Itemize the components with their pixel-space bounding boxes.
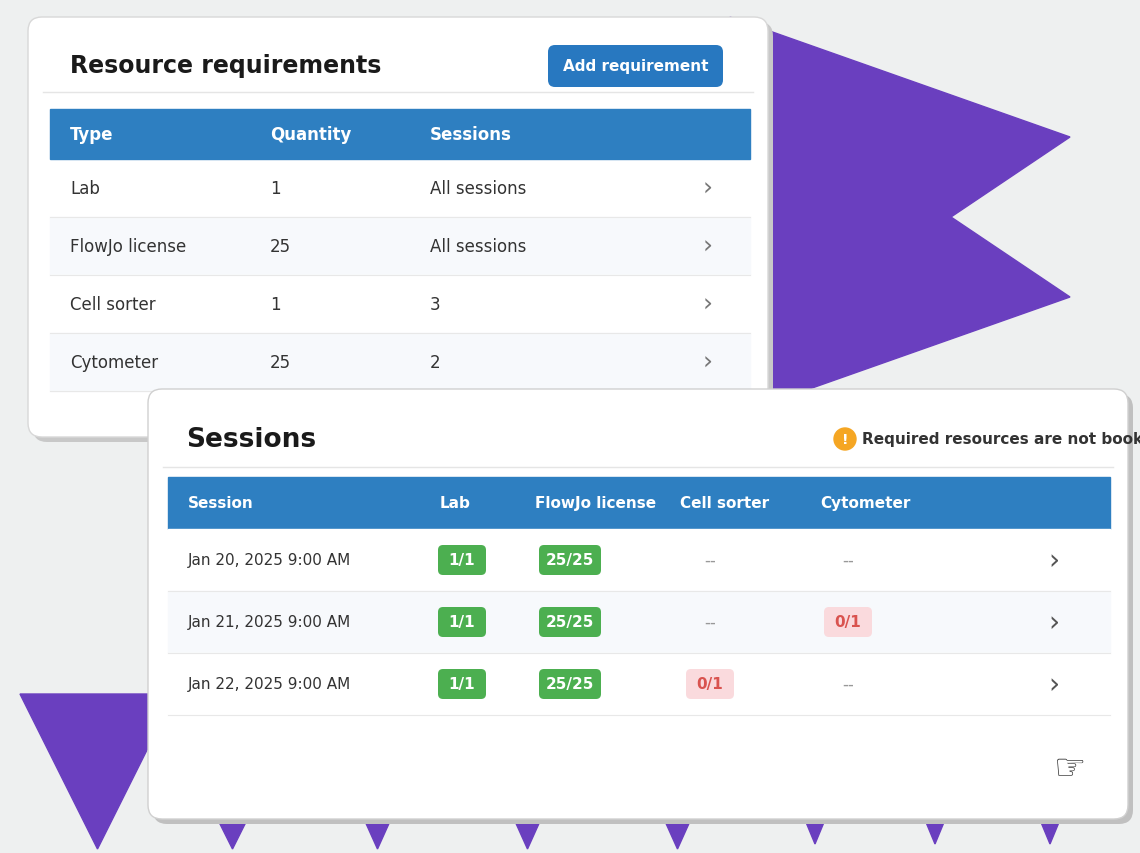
- Text: ›: ›: [703, 235, 712, 258]
- Text: 1/1: 1/1: [449, 553, 475, 568]
- Bar: [168, 591, 1110, 653]
- Text: FlowJo license: FlowJo license: [70, 238, 186, 256]
- Text: Lab: Lab: [440, 496, 471, 511]
- FancyBboxPatch shape: [33, 23, 773, 443]
- Text: Cytometer: Cytometer: [70, 354, 158, 372]
- Text: 25/25: 25/25: [546, 553, 594, 568]
- Bar: [50, 218, 750, 276]
- Text: Session: Session: [188, 496, 254, 511]
- Text: --: --: [842, 676, 854, 693]
- FancyBboxPatch shape: [438, 670, 486, 699]
- Text: !: !: [841, 432, 848, 446]
- FancyBboxPatch shape: [686, 670, 734, 699]
- Text: All sessions: All sessions: [430, 238, 527, 256]
- Polygon shape: [990, 699, 1110, 844]
- Bar: [50, 160, 750, 218]
- Text: Type: Type: [70, 126, 114, 144]
- Text: Lab: Lab: [70, 180, 100, 198]
- Text: 3: 3: [430, 296, 441, 314]
- Polygon shape: [610, 699, 746, 849]
- Polygon shape: [21, 694, 176, 849]
- Bar: [50, 110, 750, 160]
- FancyBboxPatch shape: [539, 545, 601, 575]
- Text: ›: ›: [1049, 547, 1059, 574]
- Bar: [168, 478, 1110, 530]
- Text: --: --: [842, 551, 854, 569]
- Text: Quantity: Quantity: [270, 126, 351, 144]
- Text: 25/25: 25/25: [546, 615, 594, 630]
- Text: Sessions: Sessions: [186, 426, 316, 452]
- FancyBboxPatch shape: [28, 18, 768, 438]
- Bar: [168, 653, 1110, 715]
- Text: --: --: [705, 551, 716, 569]
- Text: --: --: [705, 613, 716, 631]
- FancyBboxPatch shape: [153, 395, 1133, 824]
- Text: Jan 22, 2025 9:00 AM: Jan 22, 2025 9:00 AM: [188, 676, 351, 692]
- FancyBboxPatch shape: [438, 545, 486, 575]
- Text: ☞: ☞: [1053, 750, 1086, 784]
- Bar: [50, 334, 750, 392]
- Text: 0/1: 0/1: [697, 676, 724, 692]
- Text: 25/25: 25/25: [546, 676, 594, 692]
- FancyBboxPatch shape: [548, 46, 723, 88]
- Text: All sessions: All sessions: [430, 180, 527, 198]
- Polygon shape: [730, 18, 1070, 417]
- Text: Cell sorter: Cell sorter: [679, 496, 770, 511]
- Polygon shape: [755, 699, 876, 844]
- Text: 25: 25: [270, 354, 291, 372]
- Circle shape: [834, 428, 856, 450]
- Text: Cytometer: Cytometer: [820, 496, 911, 511]
- FancyBboxPatch shape: [148, 390, 1127, 819]
- Text: FlowJo license: FlowJo license: [535, 496, 657, 511]
- Text: Jan 21, 2025 9:00 AM: Jan 21, 2025 9:00 AM: [188, 615, 351, 630]
- Text: 1/1: 1/1: [449, 615, 475, 630]
- Text: Add requirement: Add requirement: [563, 60, 708, 74]
- Text: 25: 25: [270, 238, 291, 256]
- Text: 2: 2: [430, 354, 441, 372]
- Text: ›: ›: [703, 177, 712, 200]
- Text: 1: 1: [270, 296, 280, 314]
- Text: Jan 20, 2025 9:00 AM: Jan 20, 2025 9:00 AM: [188, 553, 351, 568]
- Text: 1: 1: [270, 180, 280, 198]
- Polygon shape: [461, 699, 595, 849]
- Text: 1/1: 1/1: [449, 676, 475, 692]
- Polygon shape: [155, 694, 310, 849]
- FancyBboxPatch shape: [539, 670, 601, 699]
- FancyBboxPatch shape: [438, 607, 486, 637]
- FancyBboxPatch shape: [539, 607, 601, 637]
- Text: ›: ›: [703, 293, 712, 316]
- Text: Resource requirements: Resource requirements: [70, 54, 382, 78]
- Bar: [168, 530, 1110, 591]
- Text: ›: ›: [1049, 670, 1059, 699]
- Text: ›: ›: [703, 351, 712, 374]
- Polygon shape: [876, 699, 995, 844]
- Text: Cell sorter: Cell sorter: [70, 296, 156, 314]
- FancyBboxPatch shape: [824, 607, 872, 637]
- Polygon shape: [310, 699, 445, 849]
- Text: 0/1: 0/1: [834, 615, 862, 630]
- Text: ›: ›: [1049, 608, 1059, 636]
- Text: Sessions: Sessions: [430, 126, 512, 144]
- Text: Required resources are not booked.: Required resources are not booked.: [862, 432, 1140, 447]
- Bar: [50, 276, 750, 334]
